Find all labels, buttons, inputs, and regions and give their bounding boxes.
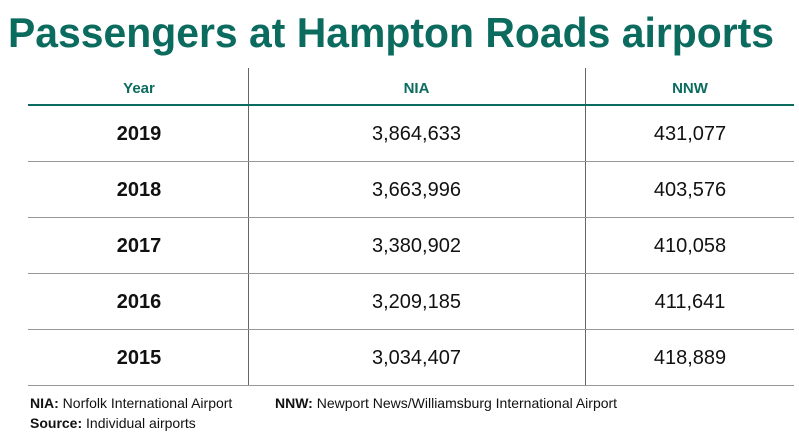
row-rule [28, 385, 794, 386]
value-cell: 3,034,407 [372, 347, 461, 369]
column-divider [248, 68, 249, 385]
column-divider [585, 68, 586, 385]
footnote-text: Norfolk International Airport [62, 395, 233, 411]
value-cell: 403,576 [653, 179, 727, 201]
footnote-label: Source: [30, 415, 83, 431]
value-cell: 3,864,633 [372, 123, 461, 145]
title-area: Passengers at Hampton Roads airports [8, 9, 774, 56]
value-cell: 431,077 [653, 123, 727, 145]
row-rule [28, 161, 794, 162]
header-rule [28, 104, 794, 106]
year-cell: 2015 [116, 347, 162, 369]
value-cell: 411,641 [654, 291, 726, 313]
column-header: NIA [403, 80, 430, 97]
year-cell: 2018 [116, 179, 162, 201]
footnote: NIA: Norfolk International Airport [30, 395, 232, 411]
column-header: NNW [672, 80, 708, 97]
year-cell: 2017 [116, 235, 162, 257]
value-cell: 418,889 [653, 347, 727, 369]
value-cell: 410,058 [653, 235, 727, 257]
value-cell: 3,380,902 [372, 235, 461, 257]
footnote: NNW: Newport News/Williamsburg Internati… [275, 395, 617, 411]
row-rule [28, 217, 794, 218]
footnote-label: NNW: [275, 395, 313, 411]
footnote-label: NIA: [30, 395, 59, 411]
footnote: Source: Individual airports [30, 415, 196, 431]
row-rule [28, 329, 794, 330]
value-cell: 3,209,185 [372, 291, 461, 313]
year-cell: 2016 [116, 291, 162, 313]
year-cell: 2019 [116, 123, 162, 145]
value-cell: 3,663,996 [372, 179, 461, 201]
column-header: Year [123, 80, 155, 97]
footnote-text: Newport News/Williamsburg International … [316, 395, 618, 411]
title: Passengers at Hampton Roads airports [8, 9, 774, 56]
footnote-text: Individual airports [86, 415, 196, 431]
row-rule [28, 273, 794, 274]
